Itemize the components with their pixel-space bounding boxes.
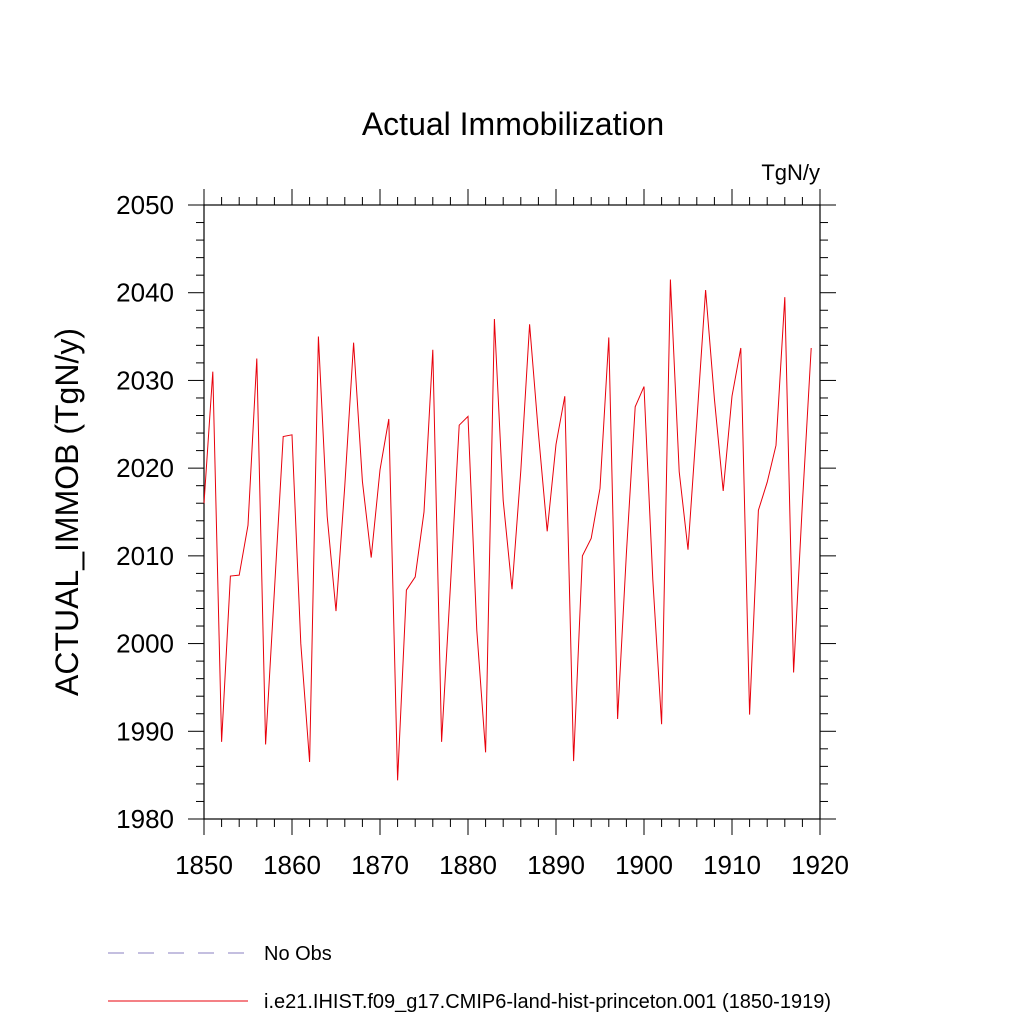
series-group (203, 279, 812, 781)
x-tick-label: 1920 (791, 850, 849, 880)
x-tick-label: 1900 (615, 850, 673, 880)
x-tick-label: 1890 (527, 850, 585, 880)
y-tick-label: 2020 (116, 453, 174, 483)
plot-area: 1850 1860 1870 1880 1890 1900 1910 1920 1980 199… (116, 189, 849, 880)
y-tick-label: 2010 (116, 541, 174, 571)
y-tick-label: 1990 (116, 716, 174, 746)
x-tick-label: 1860 (263, 850, 321, 880)
series-line-1 (203, 279, 812, 781)
y-tick-label: 2040 (116, 278, 174, 308)
x-tick-label: 1910 (703, 850, 761, 880)
legend: No Obs i.e21.IHIST.f09_g17.CMIP6-land-hi… (108, 943, 831, 1013)
y-tick-label: 2030 (116, 365, 174, 395)
axis-ticks (188, 189, 836, 835)
legend-label-no-obs: No Obs (264, 943, 332, 965)
units-label: TgN/y (761, 160, 820, 185)
chart-title: Actual Immobilization (362, 106, 664, 142)
legend-label-model-run: i.e21.IHIST.f09_g17.CMIP6-land-hist-prin… (264, 991, 831, 1013)
x-tick-label: 1870 (351, 850, 409, 880)
x-tick-labels: 1850 1860 1870 1880 1890 1900 1910 1920 (175, 850, 849, 880)
y-tick-label: 2050 (116, 190, 174, 220)
y-tick-labels: 1980 1990 2000 2010 2020 2030 2040 2050 (116, 190, 174, 834)
y-axis-label: ACTUAL_IMMOB (TgN/y) (49, 328, 85, 696)
y-tick-label: 1980 (116, 804, 174, 834)
plot-frame (203, 204, 821, 820)
x-tick-label: 1850 (175, 850, 233, 880)
y-tick-label: 2000 (116, 629, 174, 659)
x-tick-label: 1880 (439, 850, 497, 880)
